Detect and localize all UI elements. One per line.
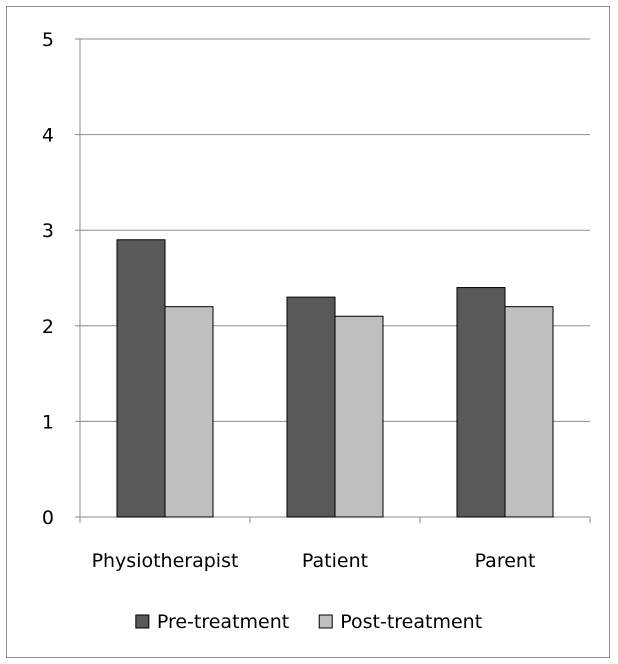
legend: Pre-treatment Post-treatment	[135, 611, 482, 633]
bars	[116, 239, 554, 518]
legend-swatch-pre-treatment	[135, 614, 150, 629]
y-tick-label: 2	[42, 316, 54, 338]
bar-pre-treatment-physiotherapist	[116, 239, 166, 518]
bar-pre-treatment-parent	[456, 287, 506, 518]
bar-post-treatment-parent	[504, 306, 554, 518]
bar-post-treatment-patient	[334, 315, 384, 518]
y-tick-label: 5	[42, 29, 54, 51]
y-tick-label: 1	[42, 411, 54, 433]
y-tick-label: 4	[42, 125, 54, 147]
category-label: Patient	[302, 550, 368, 572]
y-tick-label: 0	[42, 507, 54, 529]
bar-post-treatment-physiotherapist	[164, 306, 214, 518]
category-label: Physiotherapist	[92, 550, 239, 572]
y-tick-label: 3	[42, 220, 54, 242]
legend-swatch-post-treatment	[318, 614, 333, 629]
axis-labels: 0 1 2 3 4 5 Physiotherapist Patient Parent	[42, 29, 536, 572]
category-label: Parent	[475, 550, 536, 572]
legend-label: Post-treatment	[340, 611, 482, 633]
legend-label: Pre-treatment	[157, 611, 289, 633]
bar-pre-treatment-patient	[286, 296, 336, 518]
